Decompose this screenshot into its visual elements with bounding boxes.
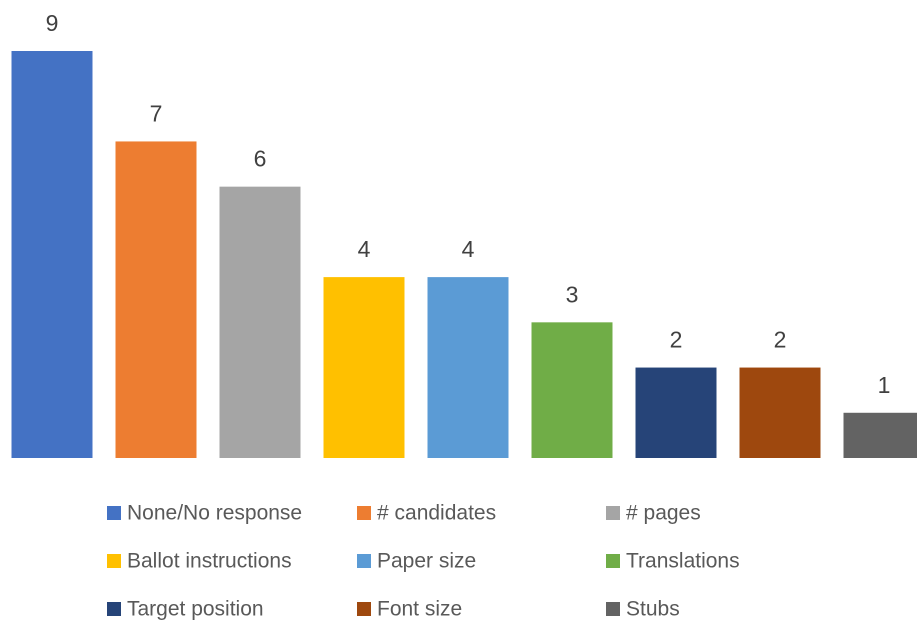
legend-swatch: [357, 506, 371, 520]
data-label: 1: [878, 372, 891, 398]
legend-label: # candidates: [377, 502, 496, 525]
bar: [739, 367, 821, 458]
legend-swatch: [107, 602, 121, 616]
bar: [635, 367, 717, 458]
data-label: 2: [670, 327, 683, 353]
data-label: 3: [566, 281, 579, 307]
data-label: 2: [774, 327, 787, 353]
legend-swatch: [107, 506, 121, 520]
legend-swatch: [357, 602, 371, 616]
data-label: 9: [46, 10, 59, 36]
legend-label: Translations: [626, 550, 740, 573]
legend-label: None/No response: [127, 502, 302, 525]
data-label: 4: [462, 236, 475, 262]
legend-label: # pages: [626, 502, 701, 525]
data-label: 7: [150, 101, 163, 127]
bar: [323, 277, 405, 458]
legend-label: Paper size: [377, 550, 476, 573]
bar: [427, 277, 509, 458]
bar: [11, 51, 93, 458]
legend-label: Stubs: [626, 598, 680, 621]
bar: [843, 412, 917, 458]
legend-swatch: [357, 554, 371, 568]
legend-swatch: [606, 554, 620, 568]
bar: [115, 141, 197, 458]
data-label: 6: [254, 146, 267, 172]
legend-swatch: [606, 506, 620, 520]
legend-swatch: [107, 554, 121, 568]
bar: [531, 322, 613, 458]
legend-label: Target position: [127, 598, 264, 621]
legend-swatch: [606, 602, 620, 616]
bar: [219, 186, 301, 458]
legend-label: Ballot instructions: [127, 550, 292, 573]
legend-label: Font size: [377, 598, 462, 621]
data-label: 4: [358, 236, 371, 262]
